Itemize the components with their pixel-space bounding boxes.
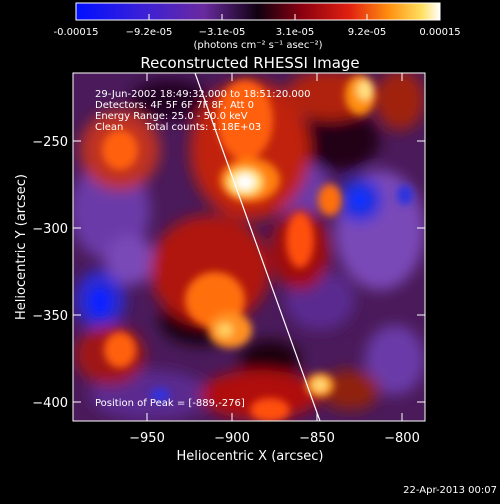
axis-ticks: [73, 73, 425, 421]
colorbar-tick-label: −3.1e-05: [199, 27, 246, 38]
annotation-total-counts: Total counts: 1.18E+03: [144, 122, 261, 133]
annotation-clean: Clean: [95, 122, 123, 133]
annotation-energy: Energy Range: 25.0 - 50.0 keV: [95, 111, 248, 122]
solar-limb-line: [194, 73, 321, 421]
y-tick-label: −250: [32, 135, 68, 150]
x-tick-label: −850: [299, 431, 335, 446]
plot-frame: [72, 72, 426, 422]
colorbar-units: (photons cm⁻² s⁻¹ asec⁻²): [193, 40, 322, 51]
y-tick-label: −300: [32, 222, 68, 237]
colorbar-tick-label: -0.00015: [54, 27, 99, 38]
x-tick-label: −900: [214, 431, 250, 446]
annotation-time-range: 29-Jun-2002 18:49:32.000 to 18:51:20.000: [95, 89, 311, 100]
annotations: 29-Jun-2002 18:49:32.000 to 18:51:20.000…: [95, 89, 311, 409]
heatmap-image: [73, 73, 425, 421]
colorbar-tick-label: 0.00015: [419, 27, 460, 38]
plot-title: Reconstructed RHESSI Image: [140, 54, 359, 72]
annotation-detectors: Detectors: 4F 5F 6F 7F 8F, Att 0: [95, 100, 254, 111]
y-tick-label: −350: [32, 309, 68, 324]
colorbar: -0.00015 −9.2e-05 −3.1e-05 3.1e-05 9.2e-…: [54, 2, 461, 51]
x-axis-label: Heliocentric X (arcsec): [177, 449, 324, 464]
y-tick-label: −400: [32, 396, 68, 411]
x-tick-label: −800: [384, 431, 420, 446]
x-tick-label: −950: [129, 431, 165, 446]
annotation-peak: Position of Peak = [-889,-276]: [95, 398, 245, 409]
footer-date: 22-Apr-2013 00:07: [403, 485, 497, 496]
colorbar-tick-label: −9.2e-05: [126, 27, 173, 38]
colorbar-ticks: [75, 14, 441, 20]
colorbar-gradient: [75, 2, 441, 21]
colorbar-tick-label: 3.1e-05: [276, 27, 314, 38]
y-axis-label: Heliocentric Y (arcsec): [14, 174, 29, 320]
colorbar-tick-label: 9.2e-05: [348, 27, 386, 38]
